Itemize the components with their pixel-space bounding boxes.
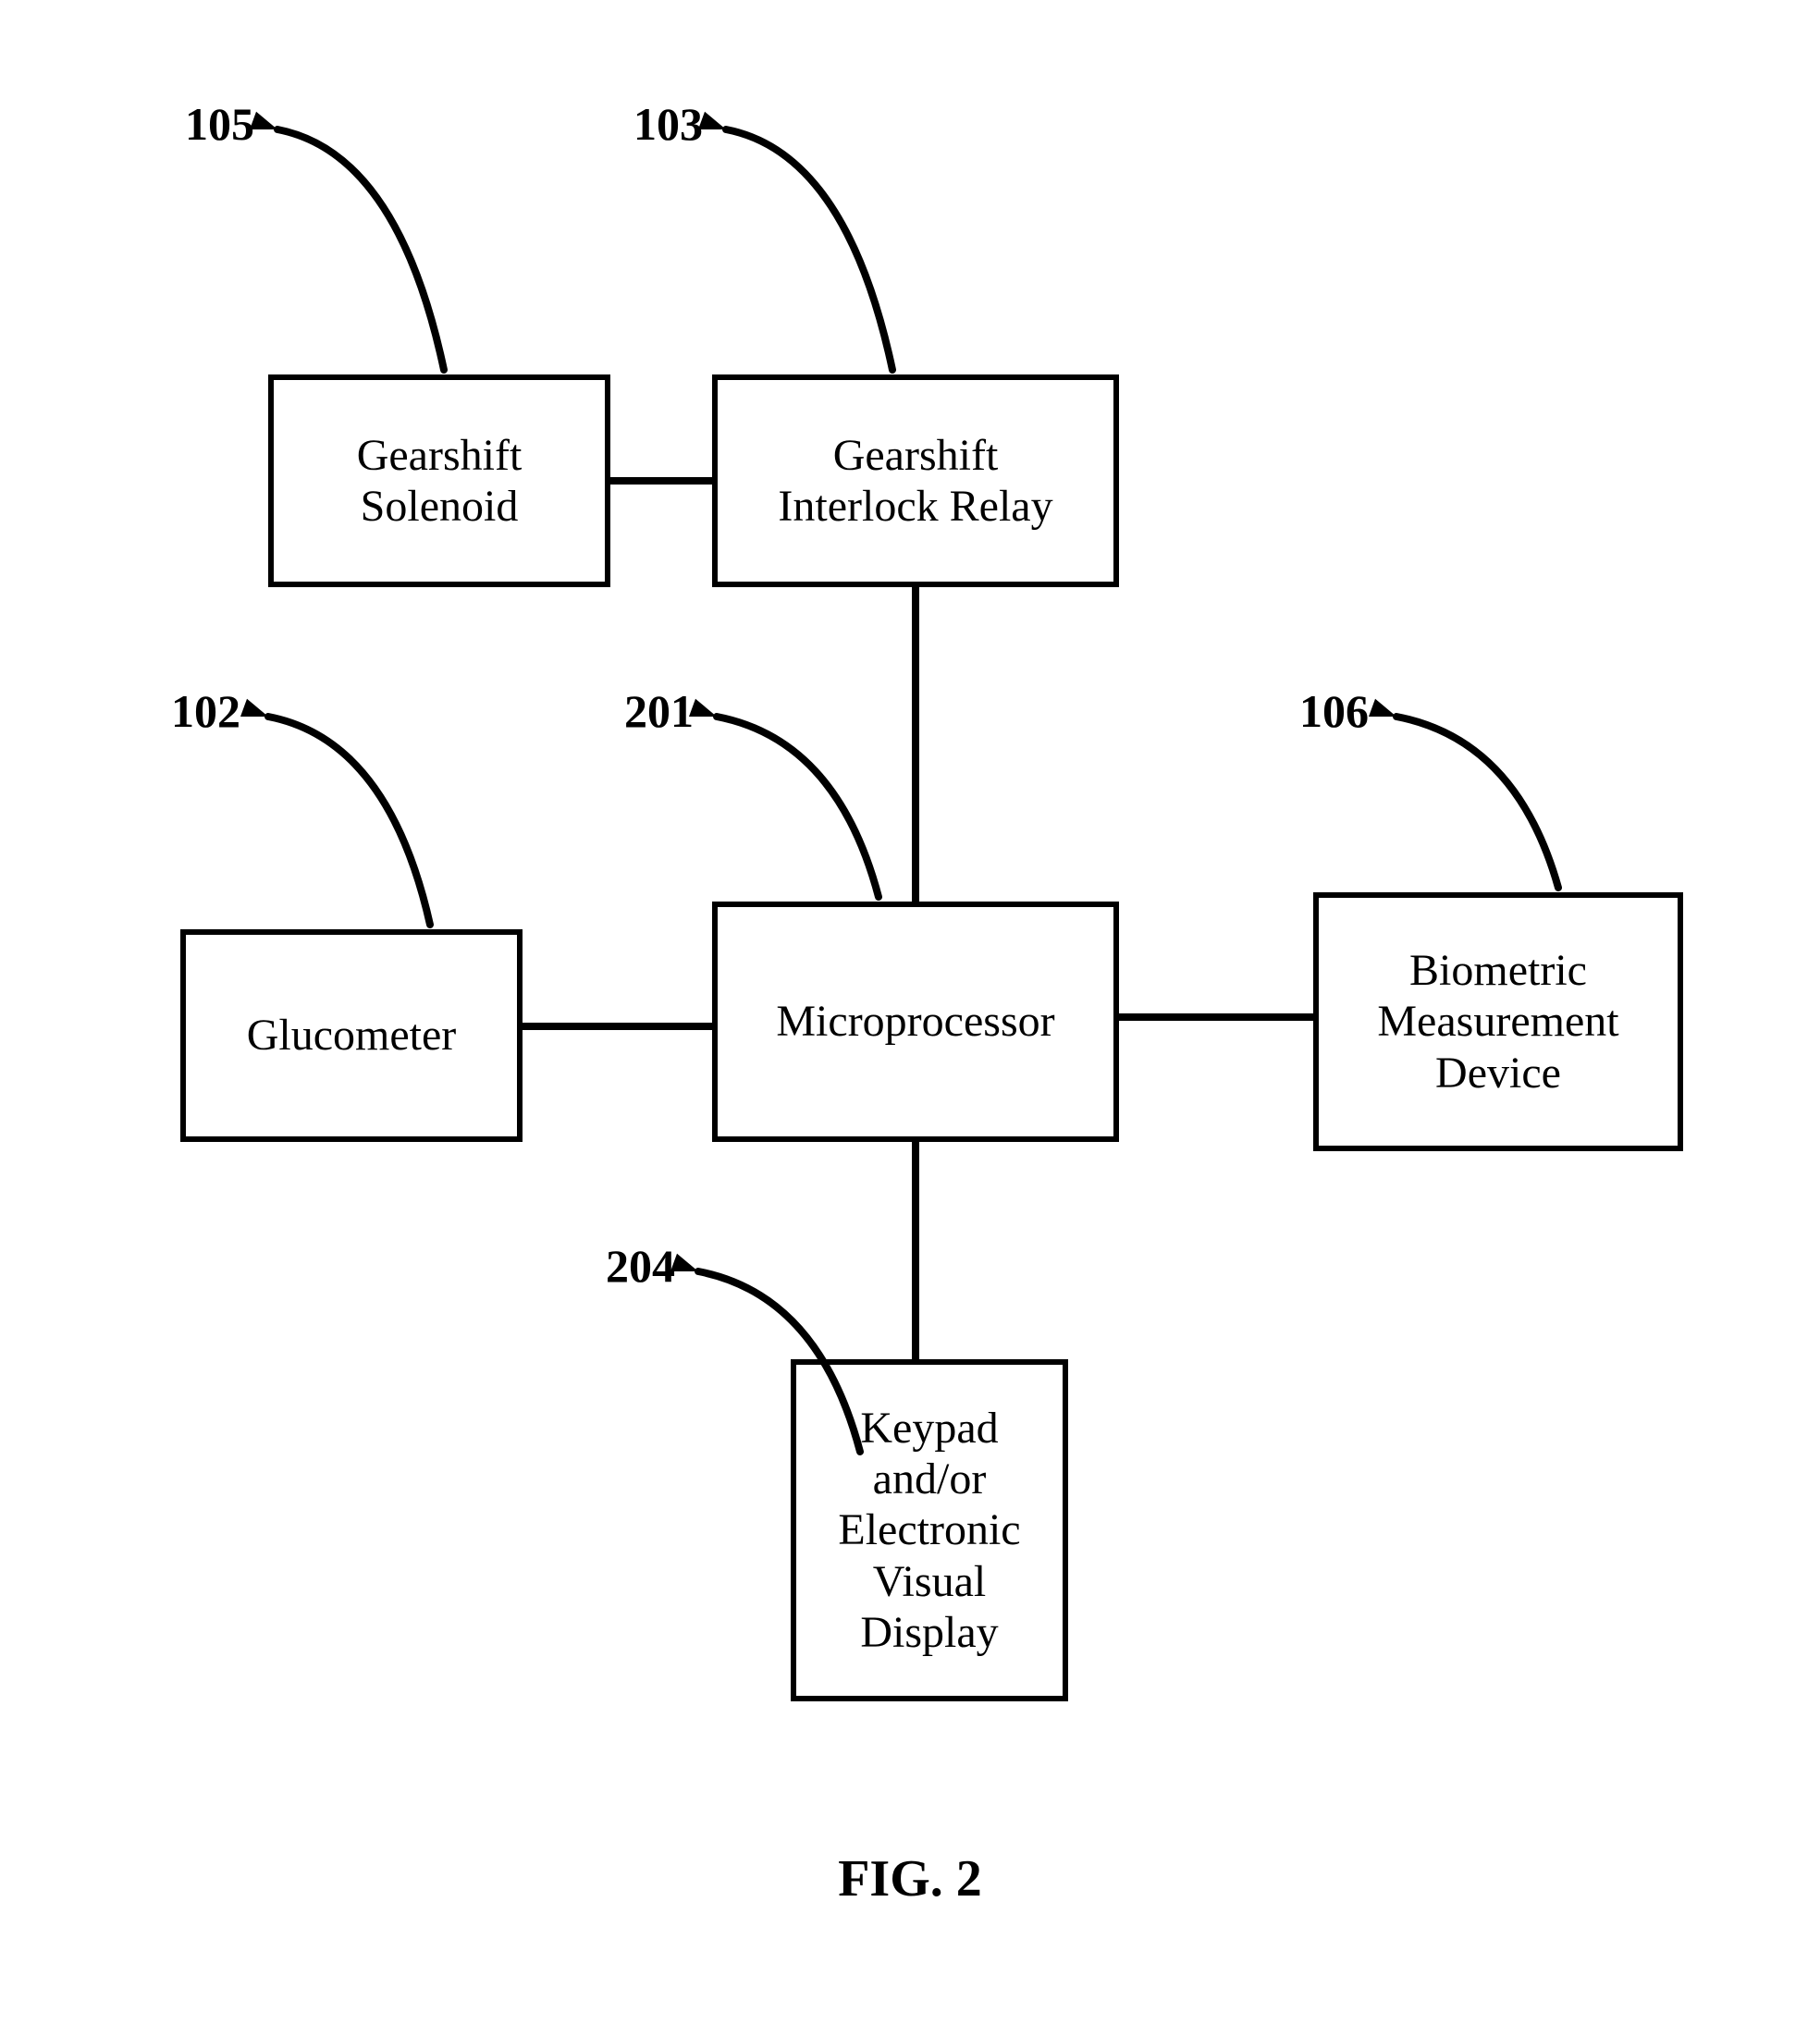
box-label: GearshiftSolenoid bbox=[357, 430, 523, 532]
box-label: Glucometer bbox=[247, 1010, 457, 1061]
leader-curve bbox=[661, 1234, 897, 1489]
connector bbox=[912, 1142, 919, 1359]
figure-caption: FIG. 2 bbox=[0, 1849, 1820, 1908]
leader-curve bbox=[231, 680, 467, 962]
box-biometric-device: BiometricMeasurementDevice bbox=[1313, 892, 1683, 1151]
leader-curve bbox=[240, 92, 481, 407]
leader-curve bbox=[680, 680, 916, 934]
box-label: GearshiftInterlock Relay bbox=[778, 430, 1052, 532]
connector bbox=[1119, 1013, 1313, 1021]
box-microprocessor: Microprocessor bbox=[712, 902, 1119, 1142]
leader-curve bbox=[689, 92, 929, 407]
reference-label-106: 106 bbox=[1299, 684, 1369, 738]
diagram-stage: GearshiftSolenoid GearshiftInterlock Rel… bbox=[0, 0, 1820, 2037]
reference-label-102: 102 bbox=[171, 684, 240, 738]
box-label: BiometricMeasurementDevice bbox=[1377, 945, 1618, 1098]
connector bbox=[523, 1023, 712, 1030]
leader-curve bbox=[1359, 680, 1595, 925]
connector bbox=[610, 477, 712, 485]
box-label: Microprocessor bbox=[776, 996, 1054, 1047]
